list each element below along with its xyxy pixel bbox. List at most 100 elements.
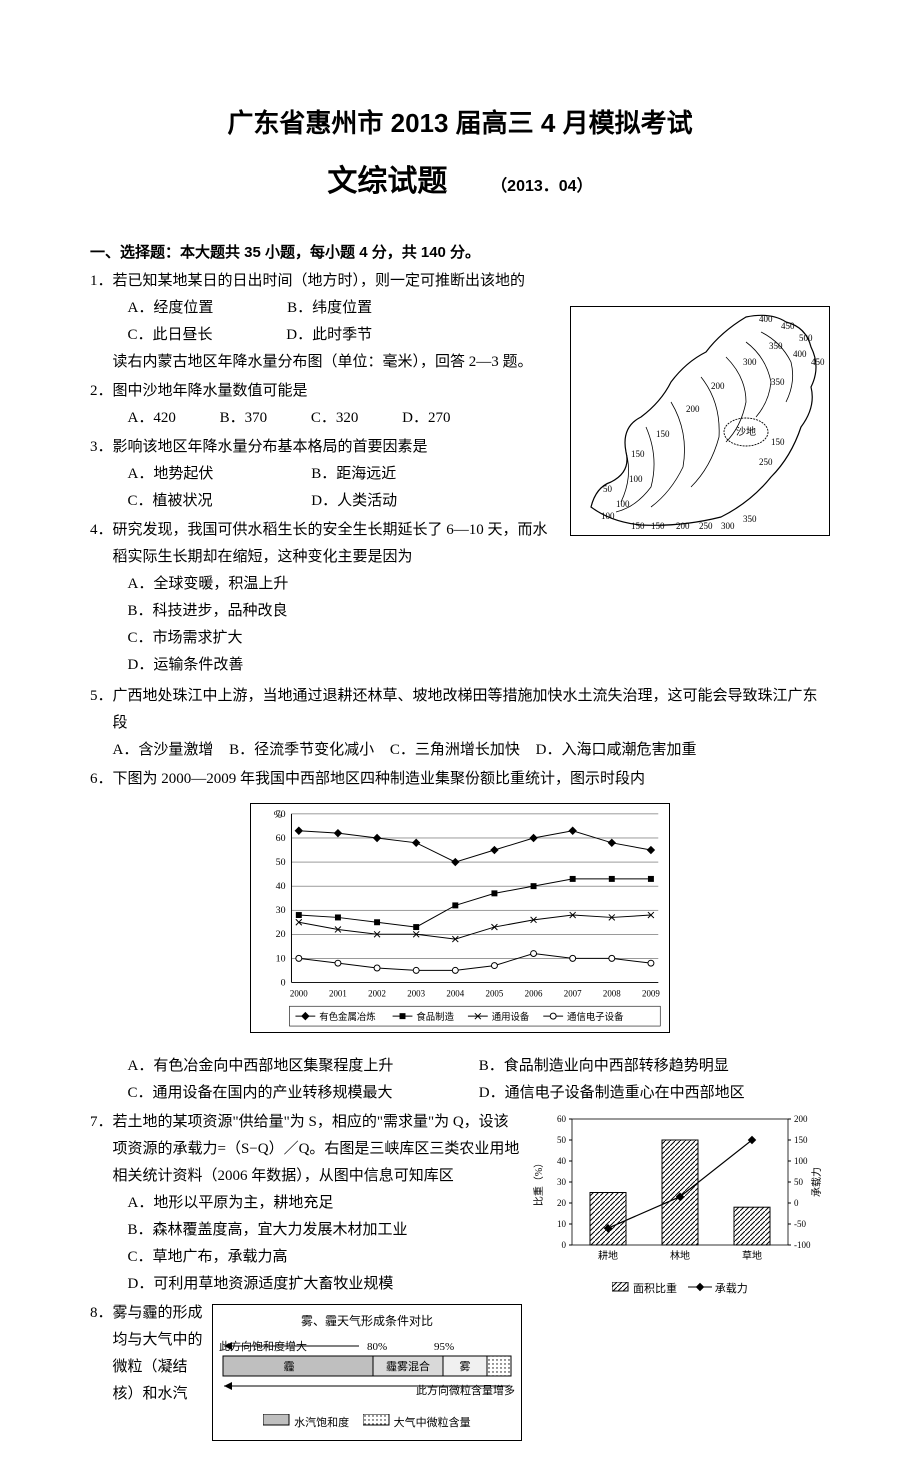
q2-opt-b: B．370: [220, 405, 268, 432]
q8-num: 8．: [90, 1305, 113, 1321]
svg-text:150: 150: [794, 1135, 808, 1145]
svg-text:450: 450: [781, 321, 795, 331]
section-1-header: 一、选择题：本大题共 35 小题，每小题 4 分，共 140 分。: [90, 239, 830, 266]
svg-text:200: 200: [794, 1114, 808, 1124]
svg-text:霾雾混合: 霾雾混合: [386, 1359, 430, 1373]
q5-num: 5．: [90, 688, 113, 704]
question-5: 5．广西地处珠江中上游，当地通过退耕还林草、坡地改梯田等措施加快水土流失治理，这…: [90, 683, 830, 764]
q3-stem: 影响该地区年降水量分布基本格局的首要因素是: [113, 439, 428, 455]
svg-text:-100: -100: [794, 1240, 811, 1250]
q4-opt-c: C．市场需求扩大: [128, 625, 831, 652]
date-note: （2013．04）: [491, 173, 592, 202]
svg-text:0: 0: [562, 1240, 567, 1250]
q4-stem: 研究发现，我国可供水稻生长的安全生长期延长了 6—10 天，而水稻实际生长期却在…: [113, 522, 548, 565]
svg-text:300: 300: [721, 521, 735, 531]
q7-legend-bar: 面积比重: [633, 1283, 677, 1295]
q3-opt-c: C．植被状况: [128, 488, 308, 515]
question-6: 6．下图为 2000—2009 年我国中西部地区四种制造业集聚份额比重统计，图示…: [90, 766, 830, 793]
q2-stem: 图中沙地年降水量数值可能是: [113, 383, 308, 399]
svg-text:2006: 2006: [525, 988, 543, 998]
svg-text:有色金属冶炼: 有色金属冶炼: [319, 1011, 376, 1023]
fog-legend-sat: 水汽饱和度: [294, 1417, 349, 1429]
svg-text:%: %: [274, 810, 282, 821]
svg-text:100: 100: [629, 474, 643, 484]
svg-text:雾: 雾: [460, 1360, 471, 1373]
svg-text:耕地: 耕地: [598, 1249, 618, 1262]
q4-opt-d: D．运输条件改善: [128, 652, 831, 679]
svg-text:250: 250: [699, 521, 713, 531]
svg-text:60: 60: [276, 833, 286, 844]
q7-num: 7．: [90, 1114, 113, 1130]
q6-options: A．有色冶金向中西部地区集聚程度上升 B．食品制造业向中西部转移趋势明显 C．通…: [90, 1053, 830, 1107]
svg-text:30: 30: [557, 1177, 567, 1187]
svg-text:2008: 2008: [603, 988, 621, 998]
q2-opt-d: D．270: [402, 405, 450, 432]
svg-text:2000: 2000: [290, 988, 308, 998]
q6-stem: 下图为 2000—2009 年我国中西部地区四种制造业集聚份额比重统计，图示时段…: [113, 771, 646, 787]
svg-text:40: 40: [557, 1156, 567, 1166]
map-sand-label: 沙地: [736, 425, 756, 438]
svg-text:100: 100: [616, 499, 630, 509]
fog-haze-diagram: 雾、霾天气形成条件对比 此方向饱和度增大 80% 95% 霾 霾雾混合 雾: [212, 1304, 522, 1441]
svg-text:2001: 2001: [329, 988, 347, 998]
svg-text:150: 150: [631, 449, 645, 459]
svg-text:200: 200: [686, 404, 700, 414]
svg-text:林地: 林地: [670, 1249, 690, 1262]
chart-q7: 0102030405060-100-50050100150200比重（%）承载力…: [530, 1111, 830, 1311]
q1-num: 1．: [90, 273, 113, 289]
q3-num: 3．: [90, 439, 113, 455]
svg-text:350: 350: [743, 514, 757, 524]
fog-right-arrow-label: 此方向微粒含量增多: [416, 1382, 515, 1402]
q5-opt-b: B．径流季节变化减小: [229, 737, 374, 764]
svg-text:50: 50: [276, 857, 286, 868]
q7-legend-line: 承载力: [715, 1283, 748, 1295]
q5-opt-c: C．三角洲增长加快: [390, 737, 520, 764]
q2-opt-c: C．320: [311, 405, 359, 432]
q3-opt-d: D．人类活动: [311, 493, 397, 509]
q5-stem: 广西地处珠江中上游，当地通过退耕还林草、坡地改梯田等措施加快水土流失治理，这可能…: [113, 688, 818, 731]
q5-opt-d: D．入海口咸潮危害加重: [536, 737, 697, 764]
svg-text:150: 150: [656, 429, 670, 439]
q2-opt-a: A．420: [128, 405, 176, 432]
svg-text:400: 400: [759, 314, 773, 324]
svg-text:20: 20: [276, 929, 286, 940]
q8-stem: 雾与霾的形成均与大气中的微粒（凝结核）和水汽: [113, 1305, 203, 1402]
svg-text:150: 150: [771, 437, 785, 447]
svg-text:20: 20: [557, 1198, 567, 1208]
q6-opt-b: B．食品制造业向中西部转移趋势明显: [479, 1053, 830, 1080]
svg-text:30: 30: [276, 905, 286, 916]
svg-text:2005: 2005: [486, 988, 504, 998]
q1-stem: 若已知某地某日的日出时间（地方时），则一定可推断出该地的: [113, 273, 526, 289]
svg-text:50: 50: [603, 484, 613, 494]
fog-title: 雾、霾天气形成条件对比: [219, 1311, 515, 1333]
q4-opt-a: A．全球变暖，积温上升: [128, 571, 831, 598]
q1-opt-d: D．此时季节: [286, 322, 372, 349]
q6-opt-a: A．有色冶金向中西部地区集聚程度上升: [128, 1053, 479, 1080]
svg-text:250: 250: [759, 457, 773, 467]
svg-text:50: 50: [794, 1177, 804, 1187]
q4-opt-b: B．科技进步，品种改良: [128, 598, 831, 625]
q3-opt-a: A．地势起伏: [128, 461, 308, 488]
svg-text:150: 150: [631, 521, 645, 531]
map-inner-mongolia: 沙地 400 450 500 350 400 450 300 350 200 2…: [570, 306, 830, 536]
q3-opt-b: B．距海远近: [311, 466, 396, 482]
svg-text:2004: 2004: [446, 988, 464, 998]
svg-text:300: 300: [743, 357, 757, 367]
subtitle-row: 文综试题 （2013．04）: [90, 155, 830, 209]
svg-text:350: 350: [769, 341, 783, 351]
svg-text:0: 0: [281, 977, 286, 988]
q7-stem: 若土地的某项资源"供给量"为 S，相应的"需求量"为 Q，设该项资源的承载力=（…: [113, 1114, 520, 1184]
svg-text:450: 450: [811, 357, 825, 367]
svg-text:2007: 2007: [564, 988, 582, 998]
q1-opt-c: C．此日昼长: [128, 322, 213, 349]
page-title: 广东省惠州市 2013 届高三 4 月模拟考试: [90, 100, 830, 147]
q2-num: 2．: [90, 383, 113, 399]
q6-opt-d: D．通信电子设备制造重心在中西部地区: [479, 1080, 830, 1107]
svg-text:40: 40: [276, 881, 286, 892]
svg-text:200: 200: [711, 381, 725, 391]
svg-text:60: 60: [557, 1114, 567, 1124]
svg-text:100: 100: [794, 1156, 808, 1166]
svg-text:500: 500: [799, 333, 813, 343]
q5-opt-a: A．含沙量激增: [113, 737, 214, 764]
svg-text:通信电子设备: 通信电子设备: [567, 1011, 624, 1023]
